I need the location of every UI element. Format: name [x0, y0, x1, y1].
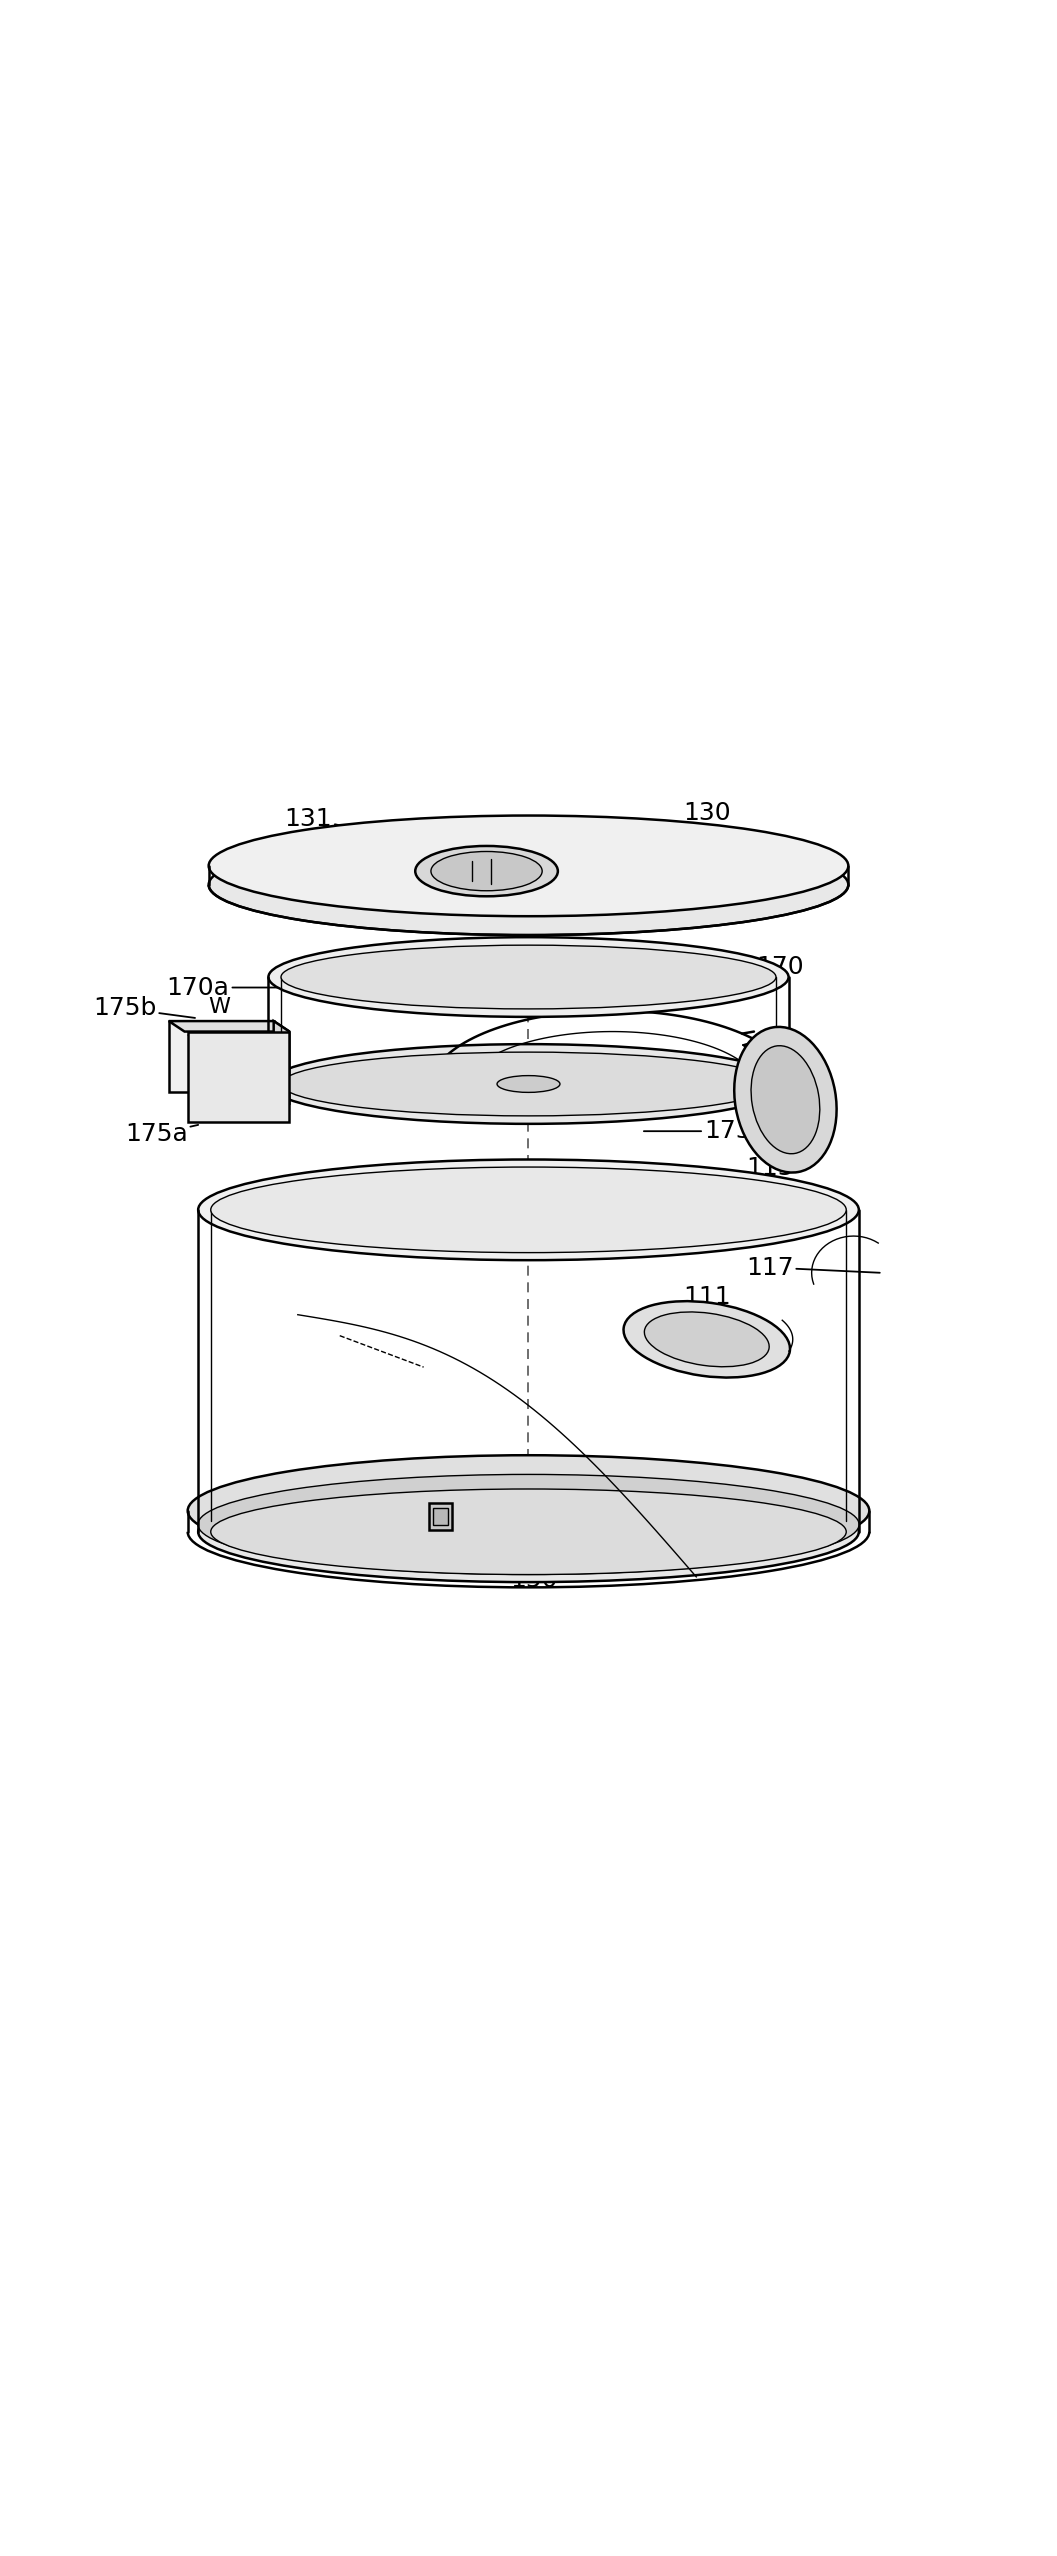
- Text: 117: 117: [746, 1255, 879, 1281]
- Polygon shape: [169, 1020, 274, 1091]
- Polygon shape: [274, 1020, 290, 1102]
- Polygon shape: [188, 1033, 290, 1122]
- Ellipse shape: [208, 815, 849, 915]
- Text: 150: 150: [509, 1562, 557, 1592]
- Polygon shape: [429, 1503, 452, 1528]
- Text: 130: 130: [633, 803, 730, 851]
- Ellipse shape: [210, 1168, 847, 1252]
- Ellipse shape: [188, 1454, 869, 1567]
- Text: 111: 111: [683, 1286, 754, 1332]
- Ellipse shape: [415, 846, 558, 897]
- Polygon shape: [433, 1508, 448, 1526]
- Ellipse shape: [198, 1482, 859, 1582]
- Ellipse shape: [281, 1053, 776, 1117]
- Text: 175b: 175b: [93, 997, 196, 1020]
- Polygon shape: [169, 1020, 290, 1033]
- Ellipse shape: [431, 851, 542, 889]
- Ellipse shape: [198, 1475, 859, 1574]
- Ellipse shape: [210, 1490, 847, 1574]
- Ellipse shape: [281, 946, 776, 1010]
- Ellipse shape: [645, 1311, 769, 1367]
- Text: 131: 131: [284, 808, 408, 841]
- Text: 173: 173: [644, 1120, 752, 1143]
- Text: 171: 171: [670, 1051, 804, 1076]
- Text: W: W: [208, 997, 230, 1017]
- Ellipse shape: [497, 1076, 560, 1091]
- Ellipse shape: [268, 1045, 789, 1125]
- Ellipse shape: [752, 1045, 820, 1153]
- Text: 170: 170: [665, 953, 804, 982]
- Ellipse shape: [735, 1028, 836, 1173]
- Ellipse shape: [208, 833, 849, 935]
- Text: 113: 113: [746, 1155, 794, 1194]
- Text: 110: 110: [683, 1339, 738, 1365]
- Text: 175a: 175a: [125, 1122, 198, 1145]
- Text: 170a: 170a: [167, 976, 403, 999]
- Ellipse shape: [268, 938, 789, 1017]
- Ellipse shape: [624, 1301, 790, 1378]
- Ellipse shape: [198, 1160, 859, 1260]
